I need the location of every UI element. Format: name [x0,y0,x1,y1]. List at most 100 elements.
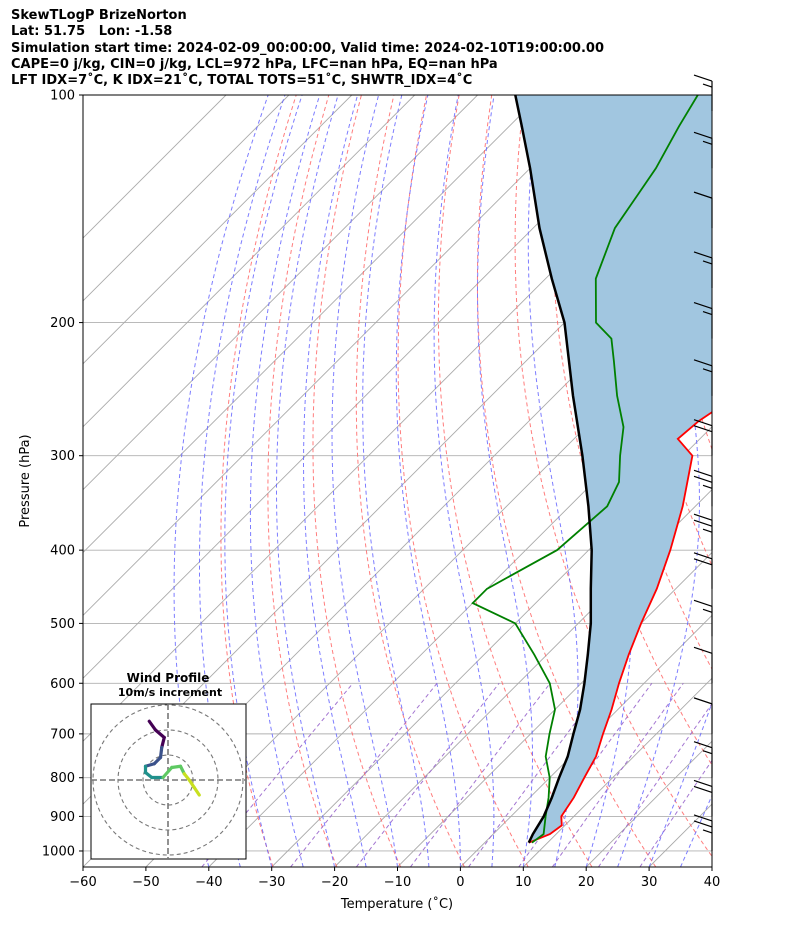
moist-adiabat [395,95,461,867]
x-tick-label: 40 [704,875,721,890]
dry-adiabat [267,95,338,867]
moist-adiabat [224,95,303,867]
hodograph-segment [192,785,201,797]
dry-adiabat [785,95,794,867]
y-tick-label: 200 [50,316,75,331]
wind-barb-flag [702,829,713,834]
isotherm-gridline [83,95,227,239]
isotherm-gridline [83,95,478,491]
hodograph-segment [147,719,158,732]
moist-adiabat [527,95,579,867]
wind-barb-flag [693,131,713,139]
hodograph-subtitle: 10m/s increment [118,686,222,699]
mixing-ratio-line [290,682,438,867]
mixing-ratio-line [518,683,653,867]
cape-line: CAPE=0 j/kg, CIN=0 j/kg, LCL=972 hPa, LF… [11,56,498,72]
moist-adiabat [199,95,286,867]
y-tick-label: 300 [50,449,75,464]
wind-barb-flag [702,368,713,373]
wind-barb-flag [693,820,713,828]
wind-barb-flag [702,528,713,533]
wind-barb-flag [702,311,713,316]
x-tick-label: 20 [578,875,595,890]
wind-barb-flag [702,750,713,755]
moist-adiabat [173,95,269,867]
wind-barb-flag [693,359,713,367]
isotherm-gridline [397,551,712,867]
chart-title-block: SkewTLogP BrizeNorton Lat: 51.75 Lon: -1… [11,8,604,89]
time-line: Simulation start time: 2024-02-09_00:00:… [11,40,604,56]
wind-barb-flag [693,519,713,527]
isotherm-gridline [334,488,712,867]
wind-barb-flag [693,302,713,310]
x-tick-label: −20 [321,875,348,890]
hodograph-segment [153,728,166,740]
hodograph-segment [161,765,174,780]
dry-adiabat [514,95,712,858]
moist-adiabat [680,794,712,867]
x-tick-label: 0 [456,875,464,890]
dry-adiabat [720,95,794,867]
x-tick-label: −50 [132,875,159,890]
moist-adiabat [433,95,495,867]
wind-barb-flag [693,785,713,793]
temperature-line [528,411,712,844]
mixing-ratio-line [355,682,500,867]
wind-barb-flag [693,646,713,654]
x-tick-label: −60 [69,875,96,890]
wind-barb-flag [693,469,713,477]
wind-barb-flag [693,74,713,82]
wind-barb-flag [702,83,713,88]
wind-barb-flag [702,260,713,265]
mixing-ratio-line [639,759,712,867]
isotherm-gridline [522,677,712,867]
x-tick-label: −30 [258,875,285,890]
hodograph-segment [160,735,166,750]
y-tick-label: 1000 [42,844,75,859]
y-tick-label: 100 [50,89,75,104]
wind-barb-flag [693,779,713,787]
moist-adiabat [249,95,321,867]
location-line: Lat: 51.75 Lon: -1.58 [11,24,173,40]
moist-adiabat [711,865,712,867]
mixing-ratio-line [468,683,606,867]
isotherm-gridline [711,866,712,867]
wind-barb-flag [702,608,713,613]
wind-barb-flag [693,599,713,607]
dry-adiabat [476,95,657,867]
wind-barb-flag [693,419,713,427]
parcel-line [514,95,593,844]
y-tick-label: 700 [50,727,75,742]
hodograph-title: Wind Profile [127,671,210,685]
wind-barb-flag [693,425,713,433]
isotherm-gridline [83,95,290,302]
cin-cape-shading [515,95,712,843]
dry-adiabat [437,95,593,867]
hodograph-rings [91,704,246,859]
dry-adiabat [220,95,297,867]
y-axis-label: Pressure (hPa) [18,434,33,527]
chart-title: SkewTLogP BrizeNorton [11,8,187,23]
y-tick-label: 400 [50,544,75,559]
data-layer [471,95,712,844]
wind-barb-flag [693,741,713,749]
x-tick-label: −10 [384,875,411,890]
mixing-ratio-line [409,682,551,867]
index-line: LFT IDX=7˚C, K IDX=21˚C, TOTAL TOTS=51˚C… [11,73,473,89]
x-tick-label: 10 [515,875,532,890]
isotherm-gridline [83,95,541,554]
dry-adiabat [312,95,402,867]
x-tick-label: 30 [641,875,658,890]
x-axis-label: Temperature (˚C) [340,896,453,912]
wind-barb-flag [693,251,713,259]
x-tick-label: −40 [195,875,222,890]
moist-adiabat [477,95,533,867]
wind-barb-flag [693,552,713,560]
y-tick-label: 900 [50,810,75,825]
mixing-ratio-line [551,683,684,867]
wind-barb-flag [702,140,713,145]
wind-barb-flag [693,558,713,566]
wind-barb-flag [693,814,713,822]
dry-adiabat [355,95,465,867]
